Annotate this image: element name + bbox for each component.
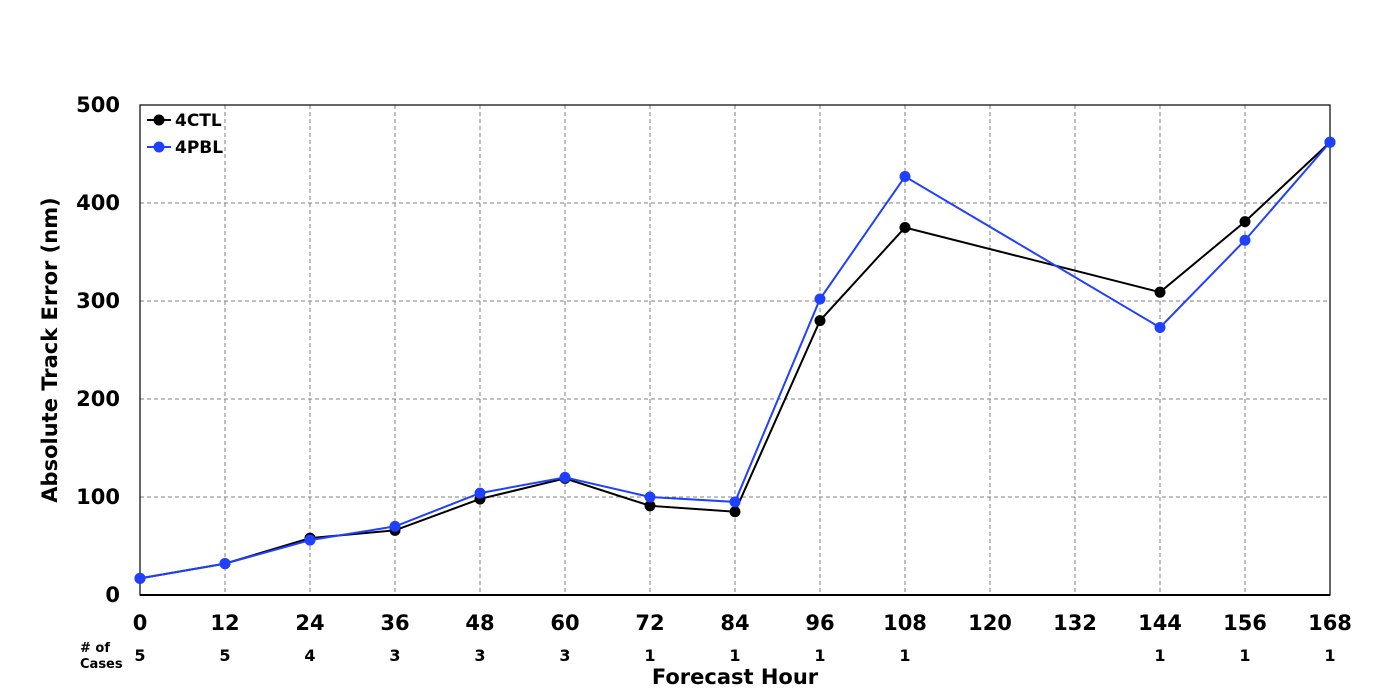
legend-marker: [153, 114, 165, 126]
data-point-4PBL-72: [644, 491, 656, 503]
legend-item-4CTL: 4CTL: [147, 111, 222, 131]
cases-count: 1: [729, 646, 740, 665]
cases-count: 3: [474, 646, 485, 665]
data-point-4CTL-72: [644, 500, 656, 512]
data-point-4CTL-156: [1239, 216, 1251, 228]
x-tick-label: 108: [883, 611, 927, 635]
data-point-4PBL-48: [474, 487, 486, 499]
cases-header-line2: Cases: [80, 657, 123, 672]
y-tick-label: 200: [76, 387, 120, 411]
cases-count: 5: [134, 646, 145, 665]
data-point-4PBL-12: [219, 558, 231, 570]
cases-count: 1: [1239, 646, 1250, 665]
x-axis-title: Forecast Hour: [652, 665, 819, 689]
x-tick-label: 12: [210, 611, 239, 635]
legend-item-4PBL: 4PBL: [147, 138, 223, 158]
legend-marker: [153, 141, 165, 153]
x-tick-label: 72: [635, 611, 664, 635]
cases-count: 1: [814, 646, 825, 665]
data-point-4CTL-96: [814, 315, 826, 327]
x-tick-label: 144: [1138, 611, 1182, 635]
legend-label: 4CTL: [175, 111, 222, 131]
data-point-4PBL-0: [134, 572, 146, 584]
y-tick-labels: 0 100 200 300 400 500: [76, 93, 120, 607]
legend: 4CTL 4PBL: [147, 111, 223, 158]
y-tick-label: 0: [105, 583, 120, 607]
x-tick-label: 84: [720, 611, 749, 635]
series-group: [134, 136, 1336, 584]
x-tick-label: 36: [380, 611, 409, 635]
data-point-4CTL-144: [1154, 286, 1166, 298]
x-tick-label: 168: [1308, 611, 1352, 635]
y-axis-title: Absolute Track Error (nm): [38, 197, 62, 502]
x-tick-label: 0: [133, 611, 148, 635]
x-tick-labels: 0 12 24 36 48 60 72 84 96 108 120 132 144 156 168: [133, 611, 1352, 635]
cases-count: 3: [559, 646, 570, 665]
data-point-4PBL-24: [304, 534, 316, 546]
data-point-4PBL-36: [389, 520, 401, 532]
data-point-4PBL-84: [729, 496, 741, 508]
x-tick-label: 156: [1223, 611, 1267, 635]
x-tick-label: 120: [968, 611, 1012, 635]
grid-lines: [140, 105, 1330, 595]
data-point-4PBL-60: [559, 471, 571, 483]
data-point-4CTL-108: [899, 222, 911, 233]
data-point-4PBL-144: [1154, 321, 1166, 333]
data-point-4CTL-84: [729, 506, 741, 518]
data-point-4PBL-108: [899, 171, 911, 183]
x-tick-label: 60: [550, 611, 579, 635]
cases-header-line1: # of: [80, 641, 110, 656]
cases-count: 1: [1324, 646, 1335, 665]
cases-count: 1: [899, 646, 910, 665]
x-tick-label: 96: [805, 611, 834, 635]
y-tick-label: 500: [76, 93, 120, 117]
y-tick-label: 100: [76, 485, 120, 509]
legend-label: 4PBL: [175, 138, 223, 158]
y-tick-label: 300: [76, 289, 120, 313]
x-tick-label: 48: [465, 611, 494, 635]
data-point-4PBL-168: [1324, 136, 1336, 148]
data-point-4PBL-156: [1239, 234, 1251, 246]
y-tick-label: 400: [76, 191, 120, 215]
cases-count: 1: [644, 646, 655, 665]
cases-row: # of Cases 5 5 4 3 3 3 1 1 1 1 1 1 1: [80, 641, 1336, 672]
cases-count: 5: [219, 646, 230, 665]
data-point-4PBL-96: [814, 293, 826, 305]
cases-count: 1: [1154, 646, 1165, 665]
series-4PBL: [134, 136, 1336, 584]
x-tick-label: 132: [1053, 611, 1097, 635]
cases-count: 4: [304, 646, 315, 665]
cases-count: 3: [389, 646, 400, 665]
x-tick-label: 24: [295, 611, 324, 635]
